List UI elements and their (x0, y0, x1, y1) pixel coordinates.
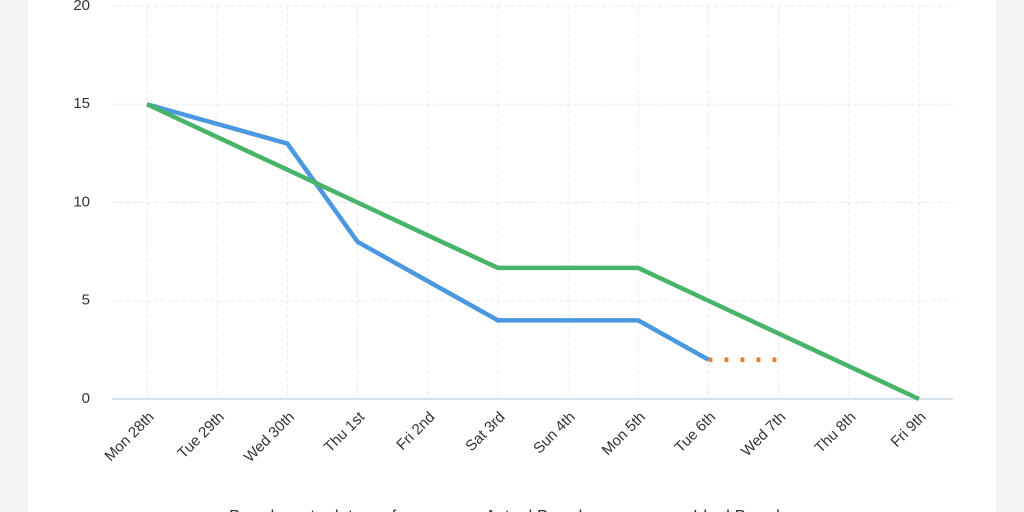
y-tick-label: 5 (82, 292, 90, 309)
legend-label: Burndown to date performance (229, 506, 462, 512)
y-tick-label: 0 (82, 390, 90, 407)
series-line (146, 102, 920, 402)
legend-label: Ideal Burndown (693, 506, 811, 512)
series-line (146, 102, 710, 362)
y-tick-label: 15 (73, 95, 90, 112)
y-tick-label: 20 (73, 0, 90, 14)
y-tick-label: 10 (73, 193, 90, 210)
card (28, 0, 996, 512)
legend-label: Actual Burndown (485, 506, 614, 512)
